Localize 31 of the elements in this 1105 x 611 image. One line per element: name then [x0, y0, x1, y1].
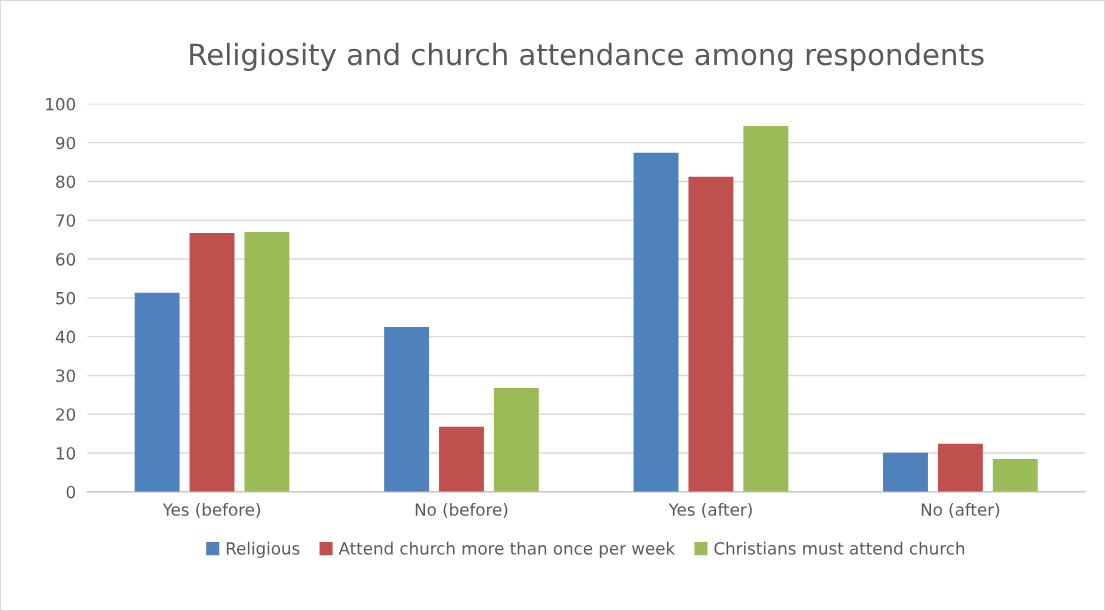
- y-tick-label: 100: [46, 97, 76, 111]
- bar: [493, 387, 539, 492]
- legend-label: Religious: [226, 541, 300, 558]
- bar: [384, 326, 430, 492]
- bar: [992, 458, 1038, 492]
- y-tick-label: 0: [66, 485, 76, 499]
- legend-label: Christians must attend church: [714, 541, 965, 555]
- y-tick-label: 90: [56, 136, 76, 150]
- bar: [244, 231, 290, 492]
- y-tick-label: 70: [56, 214, 76, 227]
- y-tick-label: 20: [56, 408, 76, 421]
- y-tick-label: 50: [56, 291, 76, 305]
- bar: [743, 125, 789, 492]
- x-tick-label: Yes (after): [668, 502, 752, 518]
- x-tick-label: No (after): [921, 502, 1000, 518]
- x-tick-label: No (before): [415, 502, 508, 518]
- chart-title: Religiosity and church attendance among respondents: [190, 42, 984, 72]
- y-tick-label: 60: [56, 253, 76, 266]
- legend-label: Attend church more than once per week: [338, 541, 676, 558]
- bar: [937, 443, 983, 492]
- bar: [883, 452, 928, 492]
- y-tick-label: 30: [56, 369, 76, 383]
- y-tick-label: 10: [56, 447, 76, 460]
- y-tick-label: 80: [56, 175, 76, 189]
- x-tick-label: Yes (before): [162, 502, 261, 518]
- bar: [189, 233, 235, 492]
- bar: [134, 292, 180, 492]
- y-tick-label: 40: [55, 330, 76, 344]
- bar: [439, 426, 484, 492]
- bar: [633, 152, 679, 492]
- bar: [688, 176, 734, 492]
